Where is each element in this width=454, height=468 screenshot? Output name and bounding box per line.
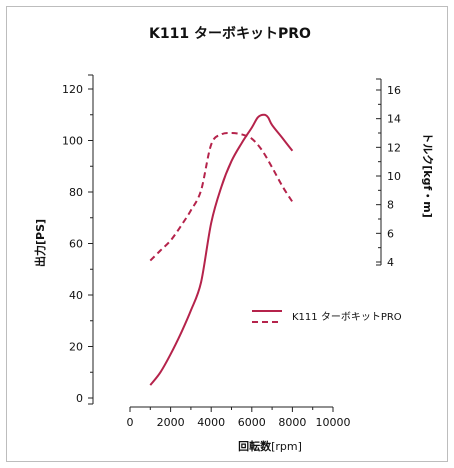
x-tick-label: 4000	[197, 416, 225, 429]
series-group	[149, 113, 294, 386]
y-left-tick-label: 100	[62, 135, 83, 148]
x-axis-label-unit: [rpm]	[271, 440, 302, 453]
legend: K111 ターボキットPRO	[252, 310, 402, 323]
y-left-tick-label: 120	[62, 83, 83, 96]
x-tick-label: 6000	[238, 416, 266, 429]
y-left-axis-label: 出力[PS]	[33, 219, 47, 267]
legend-label: K111 ターボキットPRO	[292, 311, 402, 323]
x-tick-label: 10000	[316, 416, 351, 429]
y-left-axis-ticks: 0 20 40 60 80 100 120	[62, 83, 93, 405]
x-tick-label: 0	[127, 416, 134, 429]
y-left-tick-label: 0	[76, 392, 83, 405]
y-right-tick-label: 8	[387, 199, 394, 212]
y-left-tick-label: 20	[69, 341, 83, 354]
y-right-tick-label: 16	[387, 84, 401, 97]
y-left-tick-label: 40	[69, 289, 83, 302]
axes	[88, 74, 382, 408]
x-axis-ticks: 0 2000 4000 6000 8000 10000	[127, 407, 351, 429]
y-right-tick-label: 12	[387, 141, 401, 154]
x-tick-label: 8000	[278, 416, 306, 429]
y-right-tick-label: 4	[387, 256, 394, 269]
y-right-axis-label: トルク[kgf・m]	[421, 132, 434, 218]
chart-title: K111 ターボキットPRO	[149, 26, 311, 42]
y-left-tick-label: 60	[69, 238, 83, 251]
y-right-axis-ticks: 4 6 8 10 12 14 16	[376, 84, 401, 269]
x-axis-label: 回転数[rpm]	[238, 439, 302, 453]
x-axis-label-main: 回転数	[238, 439, 272, 453]
chart-frame	[6, 6, 448, 462]
torque-series-line	[149, 131, 294, 262]
x-tick-label: 2000	[157, 416, 185, 429]
y-right-tick-label: 10	[387, 170, 401, 183]
y-right-tick-label: 14	[387, 113, 401, 126]
power-series-line	[149, 113, 294, 386]
y-left-tick-label: 80	[69, 186, 83, 199]
y-right-tick-label: 6	[387, 227, 394, 240]
